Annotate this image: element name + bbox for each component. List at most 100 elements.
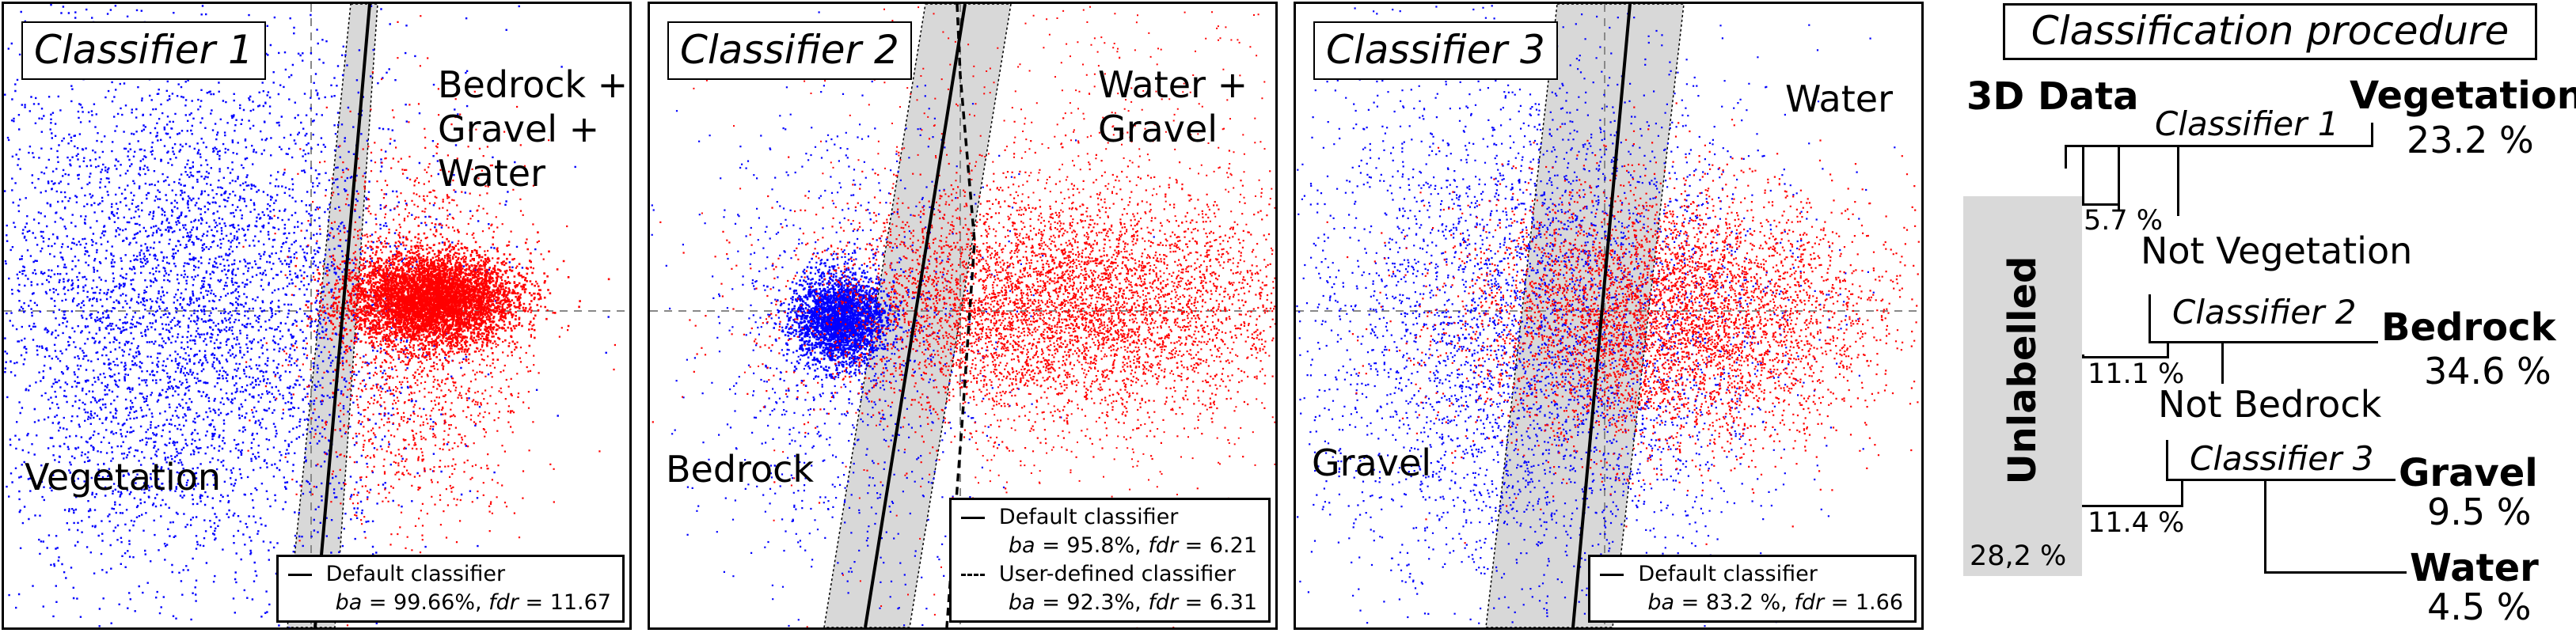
legend-entry-default: Default classifier [960,503,1257,532]
decision-margin-band [823,4,1012,627]
tree-branch [2371,123,2373,147]
procedure-title: Classification procedure [2003,3,2537,60]
dashed-line-icon [960,574,985,576]
vegetation-point-cloud-points [4,4,610,627]
legend-metrics: ba = 99.66%, fdr = 11.67 [288,589,611,617]
classifier-legend: Default classifier ba = 83.2 %, fdr = 1.… [1588,555,1917,623]
ba-symbol: ba [1647,590,1675,615]
ba-value: = 99.66%, [362,590,489,615]
right-class-label: Bedrock + Gravel + Water [438,63,629,195]
classifier-3-scatter [1296,4,1921,627]
gravel-percent: 9.5 % [2427,491,2532,533]
tree-branch [2082,146,2084,205]
water-point-cloud [1320,102,1920,589]
classifier-3-panel: Classifier 3 Water Gravel Default classi… [1294,2,1924,630]
right-class-label: Water [1785,78,1893,120]
tree-branch [2082,356,2169,358]
legend-entry-user-defined: User-defined classifier [960,560,1257,589]
legend-metrics: ba = 95.8%, fdr = 6.21 [961,532,1257,560]
tree-branch [2118,146,2120,210]
solid-line-icon [287,574,312,576]
unlabelled-total: 28,2 % [1970,540,2067,572]
default-classifier-line [864,4,967,627]
tree-branch [2181,480,2183,507]
unlabelled-label: Unlabelled [2000,256,2045,485]
class-water: Water [2410,546,2539,590]
tree-branch [2221,343,2224,384]
non-vegetation-point-cloud-points [292,223,610,396]
vegetation-percent: 23.2 % [2407,119,2534,161]
classifier-2-scatter [650,4,1275,627]
legend-label: Default classifier [1638,562,1818,586]
user-defined-classifier-line [945,4,976,627]
classifier-legend: Default classifier ba = 99.66%, fdr = 11… [275,555,625,623]
fdr-value: = 1.66 [1824,590,1903,615]
remainder-2: Not Bedrock [2158,383,2382,426]
default-classifier-line [313,4,371,627]
left-class-label: Gravel [1312,442,1432,484]
bedrock-percent: 34.6 % [2424,350,2551,392]
vegetation-point-cloud [4,4,610,627]
ba-value: = 92.3%, [1035,590,1149,615]
classifier-3-label: Classifier 3 [2190,439,2374,478]
ba-symbol: ba [1008,533,1035,558]
unlabelled-percent-2: 11.1 % [2088,358,2185,390]
unlabelled-box [1963,196,2082,576]
tree-branch [2082,203,2120,206]
fdr-symbol: fdr [1794,590,1825,615]
fdr-value: = 11.67 [518,590,611,615]
tree-branch [2177,146,2179,216]
legend-label: Default classifier [998,505,1179,529]
tree-branch [2065,145,2067,169]
classifier-2-label: Classifier 2 [2172,293,2357,332]
tree-branch [2082,505,2183,507]
fdr-symbol: fdr [1148,590,1179,615]
legend-entry-default: Default classifier [287,560,611,589]
panel-title: Classifier 2 [667,21,912,80]
legend-metrics: ba = 92.3%, fdr = 6.31 [961,589,1257,617]
class-gravel: Gravel [2399,451,2538,495]
water-percent: 4.5 % [2427,586,2532,628]
right-class-label: Water + Gravel [1098,63,1248,150]
legend-label: Default classifier [325,562,506,586]
panel-title: Classifier 3 [1313,21,1558,80]
fdr-symbol: fdr [1148,533,1179,558]
ba-symbol: ba [335,590,363,615]
fdr-value: = 6.31 [1178,590,1257,615]
tree-branch [2166,440,2168,481]
ba-value: = 95.8%, [1035,533,1149,558]
class-vegetation: Vegetation [2350,74,2576,118]
classifier-2-panel: Classifier 2 Water + Gravel Bedrock Defa… [648,2,1278,630]
fdr-value: = 6.21 [1178,533,1257,558]
tree-branch [2264,480,2266,574]
ba-symbol: ba [1008,590,1035,615]
tree-branch [2166,479,2396,481]
tree-branch [2167,343,2169,358]
legend-label: User-defined classifier [998,562,1236,586]
decision-margin-band [1485,4,1685,627]
legend-entry-default: Default classifier [1600,560,1903,589]
classifier-1-scatter [4,4,629,627]
water-point-cloud-points [1320,102,1920,589]
panel-title: Classifier 1 [21,21,266,80]
remainder-1: Not Vegetation [2141,229,2413,272]
classifier-1-label: Classifier 1 [2155,104,2339,143]
unlabelled-percent-1: 5.7 % [2084,205,2164,237]
classifier-1-panel: Classifier 1 Bedrock + Gravel + Water Ve… [2,2,632,630]
root-node: 3D Data [1966,74,2139,119]
legend-metrics: ba = 83.2 %, fdr = 1.66 [1600,589,1903,617]
tree-branch [2149,341,2378,343]
classifier-legend: Default classifier ba = 95.8%, fdr = 6.2… [948,498,1271,623]
left-class-label: Vegetation [25,456,222,498]
unlabelled-percent-3: 11.4 % [2088,507,2185,539]
tree-branch [2149,294,2151,343]
solid-line-icon [1600,574,1624,576]
ba-value: = 83.2 %, [1674,590,1795,615]
class-bedrock: Bedrock [2381,305,2556,350]
default-classifier-line [1571,4,1632,627]
non-vegetation-point-cloud [292,223,610,396]
left-class-label: Bedrock [666,448,815,491]
fdr-symbol: fdr [488,590,519,615]
tree-branch [2264,571,2407,574]
solid-line-icon [960,517,985,519]
